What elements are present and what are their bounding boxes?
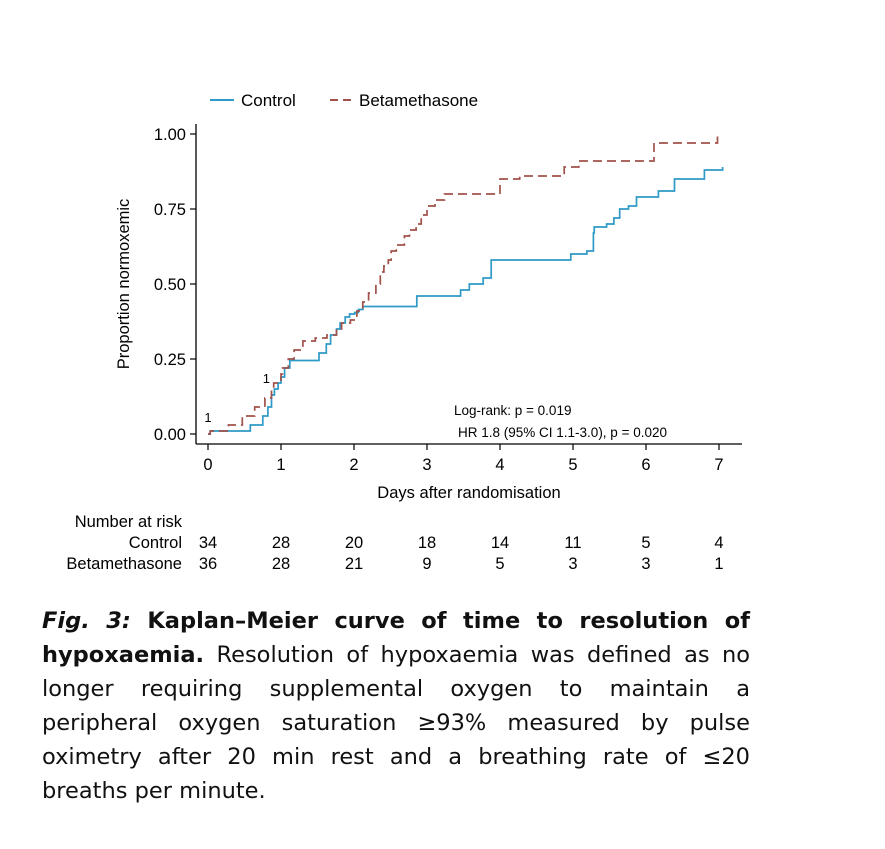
risk-row-label-control: Control (129, 534, 182, 552)
risk-cell: 21 (345, 555, 363, 573)
x-axis-label: Days after randomisation (377, 484, 560, 502)
x-tick-label: 1 (276, 456, 285, 474)
y-tick-label: 0.50 (154, 276, 186, 294)
y-tick-label: 0.00 (154, 426, 186, 444)
risk-cell: 3 (641, 555, 650, 573)
risk-cell: 34 (199, 534, 217, 552)
censor-label: 1 (204, 410, 211, 425)
caption-text: Resolution of hypoxaemia was defined as … (42, 642, 750, 804)
risk-cell: 3 (568, 555, 577, 573)
risk-cell: 5 (641, 534, 650, 552)
risk-cell: 5 (495, 555, 504, 573)
risk-table: Number at risk Control Betamethasone 34 2… (66, 513, 723, 573)
y-tick-label: 1.00 (154, 126, 186, 144)
x-tick-label: 4 (495, 456, 504, 474)
figure-caption: Fig. 3: Kaplan–Meier curve of time to re… (42, 604, 750, 808)
x-tick-label: 0 (203, 456, 212, 474)
risk-table-title: Number at risk (75, 513, 183, 531)
x-ticks: 0 1 2 3 4 5 6 7 (203, 444, 724, 474)
legend-label-betamethasone: Betamethasone (359, 91, 478, 110)
risk-cell: 28 (272, 555, 290, 573)
risk-row-label-betamethasone: Betamethasone (66, 555, 182, 573)
y-tick-label: 0.75 (154, 201, 186, 219)
legend: Control Betamethasone (210, 91, 478, 110)
y-tick-label: 0.25 (154, 351, 186, 369)
risk-cell: 1 (714, 555, 723, 573)
risk-cells: 34 28 20 18 14 11 5 4 36 28 21 9 5 3 3 1 (199, 534, 724, 573)
caption-heading: Fig. 3: Kaplan–Meier curve of time to re… (42, 608, 750, 668)
x-tick-label: 2 (349, 456, 358, 474)
y-ticks: 0.00 0.25 0.50 0.75 1.00 (154, 126, 196, 444)
risk-cell: 28 (272, 534, 290, 552)
risk-cell: 4 (714, 534, 723, 552)
legend-label-control: Control (241, 91, 296, 110)
series-line-betamethasone (208, 134, 719, 435)
risk-cell: 18 (418, 534, 436, 552)
risk-cell: 20 (345, 534, 363, 552)
censor-labels: 11 (204, 371, 270, 425)
series-line-control (208, 167, 724, 435)
risk-cell: 11 (564, 534, 581, 552)
risk-cell: 14 (491, 534, 509, 552)
x-tick-label: 6 (641, 456, 650, 474)
logrank-annotation: Log-rank: p = 0.019 (454, 403, 571, 418)
hr-annotation: HR 1.8 (95% CI 1.1-3.0), p = 0.020 (458, 425, 667, 440)
censor-label: 1 (263, 371, 270, 386)
caption-title: Kaplan–Meier curve of time to resolution… (42, 608, 750, 668)
series-layer (208, 134, 724, 435)
x-tick-label: 5 (568, 456, 577, 474)
risk-cell: 36 (199, 555, 217, 573)
caption-fig-label: Fig. 3: (42, 608, 131, 634)
risk-cell: 9 (422, 555, 431, 573)
x-tick-label: 7 (714, 456, 723, 474)
y-axis-label: Proportion normoxemic (115, 199, 133, 370)
x-tick-label: 3 (422, 456, 431, 474)
